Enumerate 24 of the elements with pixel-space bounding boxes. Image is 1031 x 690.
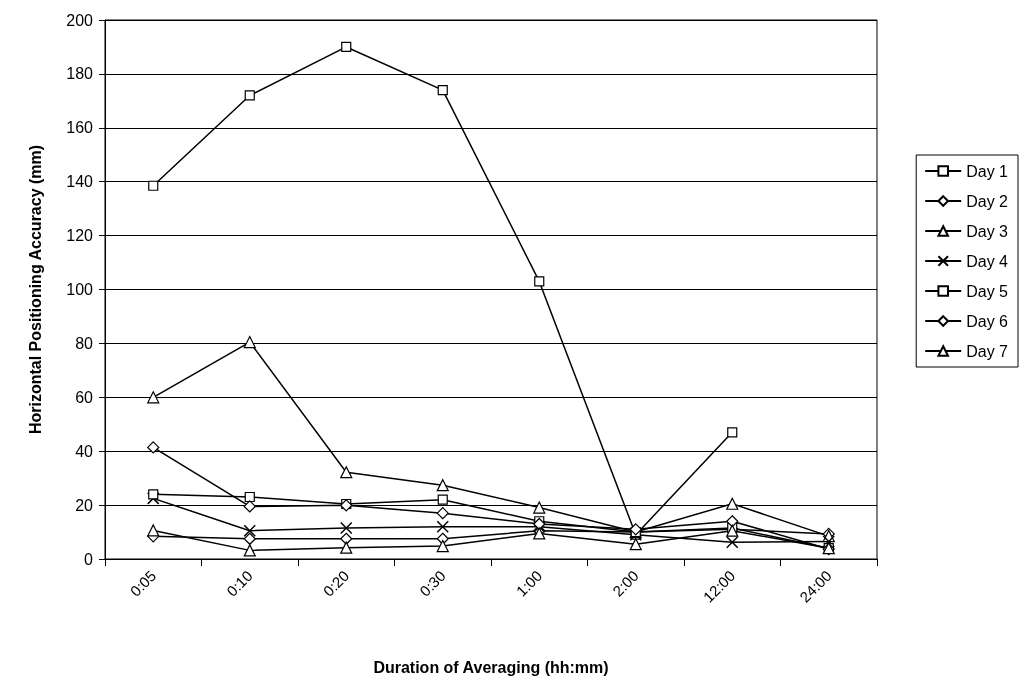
legend-label: Day 7 [966,342,1009,360]
y-tick-label: 200 [66,11,94,29]
y-tick-label: 100 [66,281,94,298]
y-tick-label: 140 [66,173,94,191]
y-tick-label: 0 [84,550,94,568]
legend-label: Day 5 [966,282,1009,300]
legend-label: Day 1 [966,162,1009,180]
x-tick-label: 0:10 [223,566,256,600]
y-tick-label: 40 [75,442,94,460]
y-tick-label: 60 [75,388,94,406]
y-axis-title: Horizontal Positioning Accuracy (mm) [26,144,44,435]
legend-label: Day 6 [966,312,1009,330]
legend-label: Day 3 [966,222,1009,240]
x-tick-label: 0:05 [126,566,160,600]
x-tick-label: 0:20 [319,566,353,600]
x-tick-label: 0:30 [416,566,449,600]
y-tick-label: 180 [66,65,94,83]
y-tick-label: 20 [75,496,94,514]
legend-label: Day 2 [966,192,1009,210]
y-tick-label: 160 [66,119,94,137]
x-axis-title: Duration of Averaging (hh:mm) [373,658,609,676]
legend-label: Day 4 [966,252,1009,270]
y-tick-label: 80 [75,334,94,352]
y-tick-label: 120 [66,227,94,245]
